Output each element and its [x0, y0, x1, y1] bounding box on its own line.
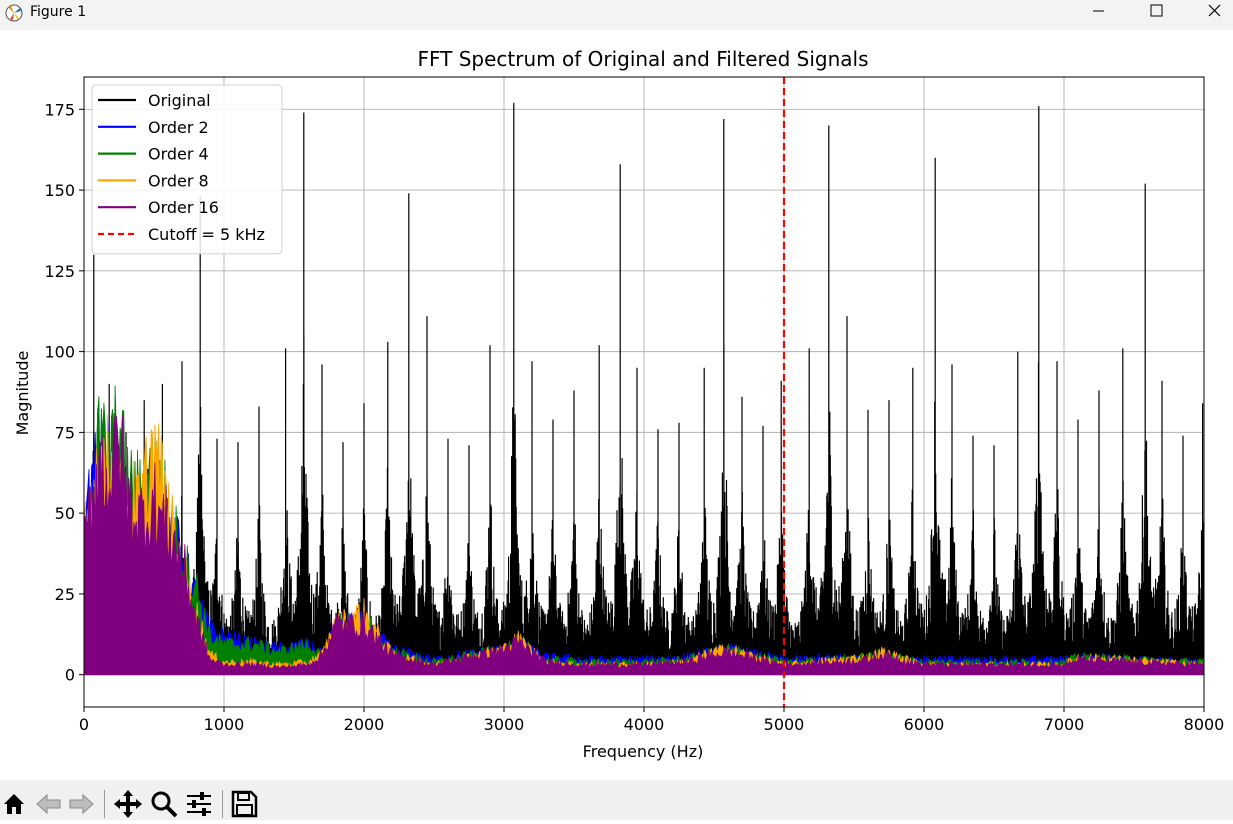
toolbar-separator: [222, 790, 223, 818]
x-tick-label: 3000: [484, 715, 525, 734]
forward-button[interactable]: [65, 788, 97, 820]
window-titlebar: Figure 1: [0, 0, 1233, 30]
maximize-button[interactable]: [1133, 0, 1179, 26]
close-button[interactable]: [1192, 0, 1233, 26]
x-tick-label: 8000: [1184, 715, 1225, 734]
y-tick-label: 125: [44, 262, 75, 281]
forward-arrow-icon: [69, 793, 94, 815]
legend-label: Order 2: [148, 118, 209, 137]
x-tick-label: 1000: [204, 715, 245, 734]
series-order-16: [84, 412, 1204, 676]
chart-legend: Original Order 2 Order 4 Order 8 Order 16 Cut…: [91, 84, 283, 255]
home-icon: [4, 794, 24, 814]
y-tick-label: 50: [55, 504, 75, 523]
minimize-button[interactable]: [1075, 0, 1121, 26]
axis-ticks: 0 1000 2000 3000 4000 5000 6000 7000 8000 0 25 50 75…: [44, 100, 1224, 734]
series-layer: [84, 77, 1204, 707]
axes-frame: [83, 76, 1205, 708]
x-tick-label: 6000: [904, 715, 945, 734]
zoom-button[interactable]: [148, 788, 180, 820]
x-tick-label: 4000: [624, 715, 665, 734]
x-tick-label: 0: [79, 715, 89, 734]
x-tick-label: 2000: [344, 715, 385, 734]
save-icon: [231, 790, 258, 818]
y-tick-label: 150: [44, 181, 75, 200]
pan-icon: [114, 790, 142, 818]
y-tick-label: 0: [65, 666, 75, 685]
legend-label: Cutoff = 5 kHz: [148, 225, 265, 244]
pan-button[interactable]: [112, 788, 144, 820]
configure-subplots-icon: [187, 792, 211, 816]
y-tick-label: 175: [44, 100, 75, 119]
y-axis-label: Magnitude: [13, 351, 32, 436]
window-title: Figure 1: [30, 4, 87, 20]
back-arrow-icon: [36, 793, 61, 815]
legend-label: Order 8: [148, 171, 209, 190]
y-tick-label: 75: [55, 423, 75, 442]
navigation-toolbar: [0, 780, 1233, 820]
x-axis-label: Frequency (Hz): [583, 742, 704, 761]
maximize-icon: [1150, 4, 1163, 17]
home-button[interactable]: [0, 788, 32, 820]
toolbar-separator: [104, 790, 105, 818]
fft-chart: FFT Spectrum of Original and Filtered Si…: [13, 47, 1224, 761]
legend-box: [91, 84, 283, 255]
close-icon: [1208, 4, 1221, 17]
y-tick-label: 100: [44, 343, 75, 362]
legend-label: Original: [148, 91, 211, 110]
configure-subplots-button[interactable]: [183, 788, 215, 820]
legend-label: Order 16: [148, 198, 219, 217]
back-button[interactable]: [33, 788, 65, 820]
x-tick-label: 7000: [1044, 715, 1085, 734]
matplotlib-logo-icon: [5, 4, 23, 22]
series-group: [84, 77, 1204, 707]
chart-title: FFT Spectrum of Original and Filtered Si…: [417, 47, 868, 71]
minimize-icon: [1093, 10, 1104, 12]
zoom-icon: [151, 791, 178, 818]
x-tick-label: 5000: [764, 715, 805, 734]
legend-label: Order 4: [148, 145, 209, 164]
save-button[interactable]: [228, 788, 260, 820]
y-tick-label: 25: [55, 585, 75, 604]
